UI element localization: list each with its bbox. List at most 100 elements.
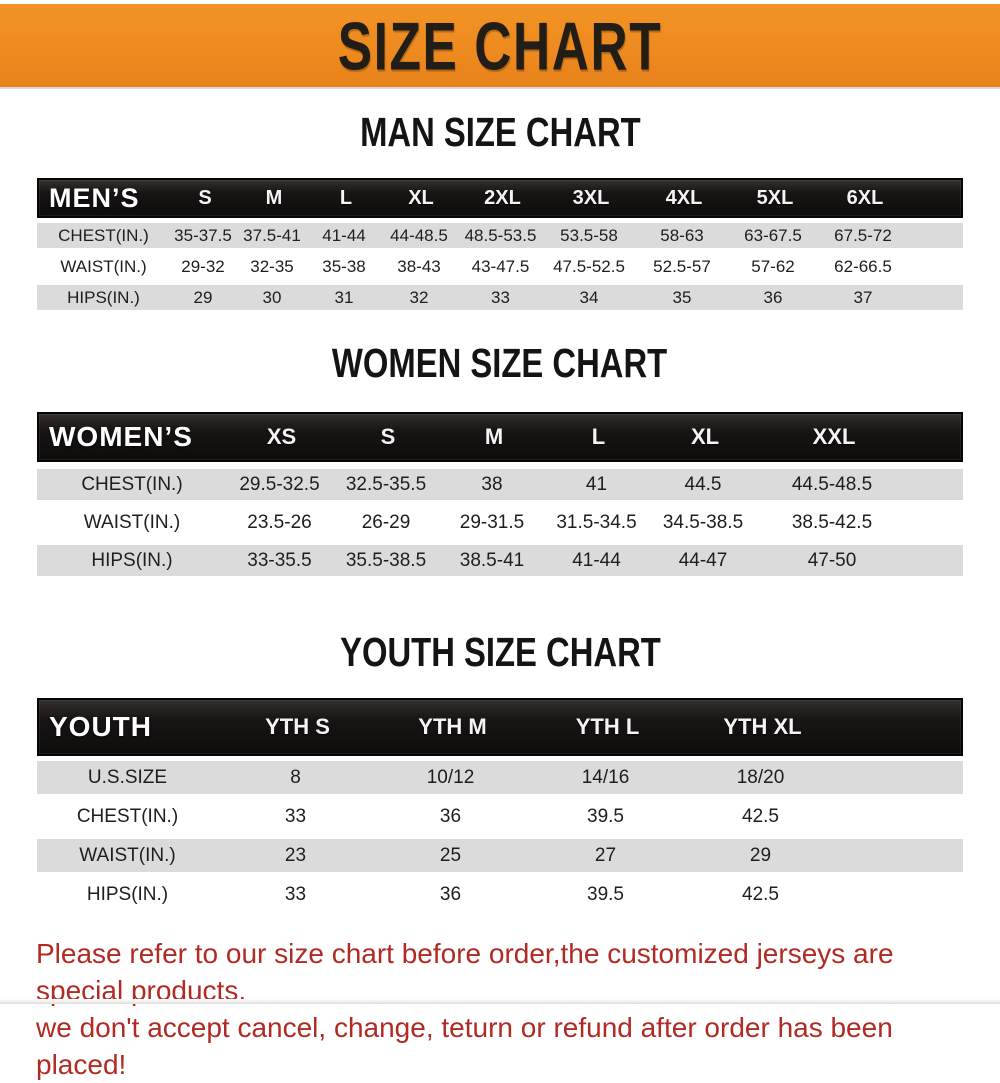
size-value-cell: 41 (585, 473, 608, 495)
size-column-header: 6XL (846, 186, 884, 209)
size-value-cell: 14/16 (581, 766, 630, 788)
size-value-cell: 44-47 (678, 549, 728, 571)
measure-row-label: CHEST(IN.) (58, 225, 149, 245)
size-value-cell: 33 (284, 883, 307, 905)
size-value-cell: 35.5-38.5 (345, 549, 427, 571)
size-value-cell: 47.5-52.5 (553, 256, 625, 276)
measure-row-label: HIPS(IN.) (91, 549, 173, 571)
table-row: WAIST(IN.) 29-32 32-35 35-38 38-43 43-47.5 47.… (37, 254, 963, 279)
size-column-header: XXL (812, 424, 856, 449)
size-value-cell: 30 (262, 287, 282, 307)
size-value-cell: 36 (763, 287, 783, 307)
size-value-cell: 34 (579, 287, 599, 307)
women-size-chart-section: WOMEN SIZE CHART WOMEN’S XS S M L XL XXL CHEST(… (0, 341, 1000, 576)
size-value-cell: 67.5-72 (834, 225, 892, 245)
size-value-cell: 33 (284, 805, 307, 827)
size-value-cell: 32 (409, 287, 429, 307)
table-header-bar: YOUTH YTH S YTH M YTH L YTH XL (37, 698, 963, 756)
size-value-cell: 23 (284, 844, 307, 866)
size-column-header: 2XL (484, 186, 521, 209)
table-row: HIPS(IN.) 33 36 39.5 42.5 (37, 878, 963, 911)
men-size-table: MEN’S S M L XL 2XL 3XL 4XL 5XL 6XL CHEST(IN.) 35-37… (37, 178, 963, 310)
size-value-cell: 10/12 (426, 766, 475, 788)
size-value-cell: 23.5-26 (247, 511, 312, 533)
size-value-cell: 29-31.5 (459, 511, 525, 533)
size-value-cell: 25 (439, 844, 462, 866)
size-column-header: XL (690, 424, 720, 449)
size-column-header: 5XL (756, 186, 794, 209)
size-value-cell: 43-47.5 (471, 256, 530, 276)
size-value-cell: 29 (193, 287, 213, 307)
size-column-header: YTH XL (723, 714, 802, 739)
size-value-cell: 35-37.5 (174, 225, 232, 245)
size-value-cell: 34.5-38.5 (662, 511, 744, 533)
size-value-cell: 36 (439, 883, 462, 905)
page-title: SIZE CHART (337, 7, 663, 84)
measure-row-label: U.S.SIZE (87, 766, 168, 788)
size-value-cell: 32-35 (250, 256, 294, 276)
measure-row-label: HIPS(IN.) (67, 287, 140, 307)
size-value-cell: 29-32 (181, 256, 225, 276)
size-value-cell: 32.5-35.5 (345, 473, 427, 495)
size-value-cell: 44-48.5 (390, 225, 448, 245)
size-column-header: XS (266, 424, 297, 449)
size-value-cell: 39.5 (587, 883, 624, 905)
size-column-header: S (380, 424, 396, 449)
size-column-header: L (339, 186, 353, 209)
youth-size-chart-section: YOUTH SIZE CHART YOUTH YTH S YTH M YTH L YTH… (0, 630, 1000, 911)
size-column-header: YTH M (418, 714, 487, 739)
size-value-cell: 35-38 (322, 256, 366, 276)
size-value-cell: 39.5 (587, 805, 624, 827)
table-row: HIPS(IN.) 33-35.5 35.5-38.5 38.5-41 41-44 44-… (37, 545, 963, 576)
table-group-label: WOMEN’S (49, 421, 193, 452)
man-size-chart-section: MAN SIZE CHART MEN’S S M L XL 2XL 3XL 4XL 5XL 6XL… (0, 110, 1000, 310)
size-value-cell: 52.5-57 (653, 256, 711, 276)
size-value-cell: 38.5-41 (459, 549, 525, 571)
size-column-header: M (265, 186, 283, 209)
size-column-header: XL (408, 186, 434, 209)
table-row: WAIST(IN.) 23.5-26 26-29 29-31.5 31.5-34.5 34… (37, 507, 963, 538)
size-value-cell: 18/20 (736, 766, 785, 788)
size-column-header: 4XL (665, 186, 703, 209)
size-value-cell: 63-67.5 (744, 225, 802, 245)
size-value-cell: 47-50 (807, 549, 857, 571)
size-value-cell: 41-44 (572, 549, 621, 571)
size-value-cell: 44.5 (684, 473, 722, 495)
size-column-header: 3XL (572, 186, 610, 209)
size-value-cell: 33-35.5 (247, 549, 312, 571)
size-value-cell: 57-62 (751, 256, 795, 276)
table-row: HIPS(IN.) 29 30 31 32 33 34 35 36 37 (37, 285, 963, 310)
size-value-cell: 33 (491, 287, 510, 307)
size-value-cell: 26-29 (361, 511, 411, 533)
size-column-header: YTH L (575, 714, 640, 739)
size-value-cell: 42.5 (742, 805, 779, 827)
size-value-cell: 35 (672, 287, 692, 307)
youth-section-title: YOUTH SIZE CHART (339, 629, 661, 675)
size-value-cell: 29 (749, 844, 772, 866)
table-header-bar: WOMEN’S XS S M L XL XXL (37, 412, 963, 462)
women-size-table: WOMEN’S XS S M L XL XXL CHEST(IN.) 29.5-32.5 32.5… (37, 412, 963, 576)
size-value-cell: 37.5-41 (243, 225, 301, 245)
women-section-title: WOMEN SIZE CHART (332, 340, 668, 386)
size-column-header: L (591, 424, 606, 449)
youth-size-table: YOUTH YTH S YTH M YTH L YTH XL U.S.SIZE 8 10/12… (37, 698, 963, 911)
table-group-label: YOUTH (49, 711, 152, 742)
size-value-cell: 8 (290, 766, 301, 788)
size-chart-banner: SIZE CHART (0, 4, 1000, 87)
size-value-cell: 58-63 (660, 225, 704, 245)
size-column-header: YTH S (265, 714, 330, 739)
table-header-bar: MEN’S S M L XL 2XL 3XL 4XL 5XL 6XL (37, 178, 963, 218)
size-value-cell: 38-43 (397, 256, 441, 276)
size-value-cell: 38.5-42.5 (791, 511, 873, 533)
disclaimer-line-1: Please refer to our size chart before or… (36, 938, 894, 1006)
size-value-cell: 36 (439, 805, 462, 827)
measure-row-label: WAIST(IN.) (79, 844, 176, 866)
disclaimer-text: Please refer to our size chart before or… (36, 935, 986, 1083)
size-value-cell: 62-66.5 (834, 256, 892, 276)
size-chart-page: SIZE CHART MAN SIZE CHART MEN’S S M L XL 2XL 3… (0, 4, 1000, 1083)
size-value-cell: 53.5-58 (560, 225, 618, 245)
size-value-cell: 29.5-32.5 (239, 473, 320, 495)
size-value-cell: 31 (334, 287, 354, 307)
man-section-title: MAN SIZE CHART (359, 109, 641, 155)
table-row: WAIST(IN.) 23 25 27 29 (37, 839, 963, 872)
